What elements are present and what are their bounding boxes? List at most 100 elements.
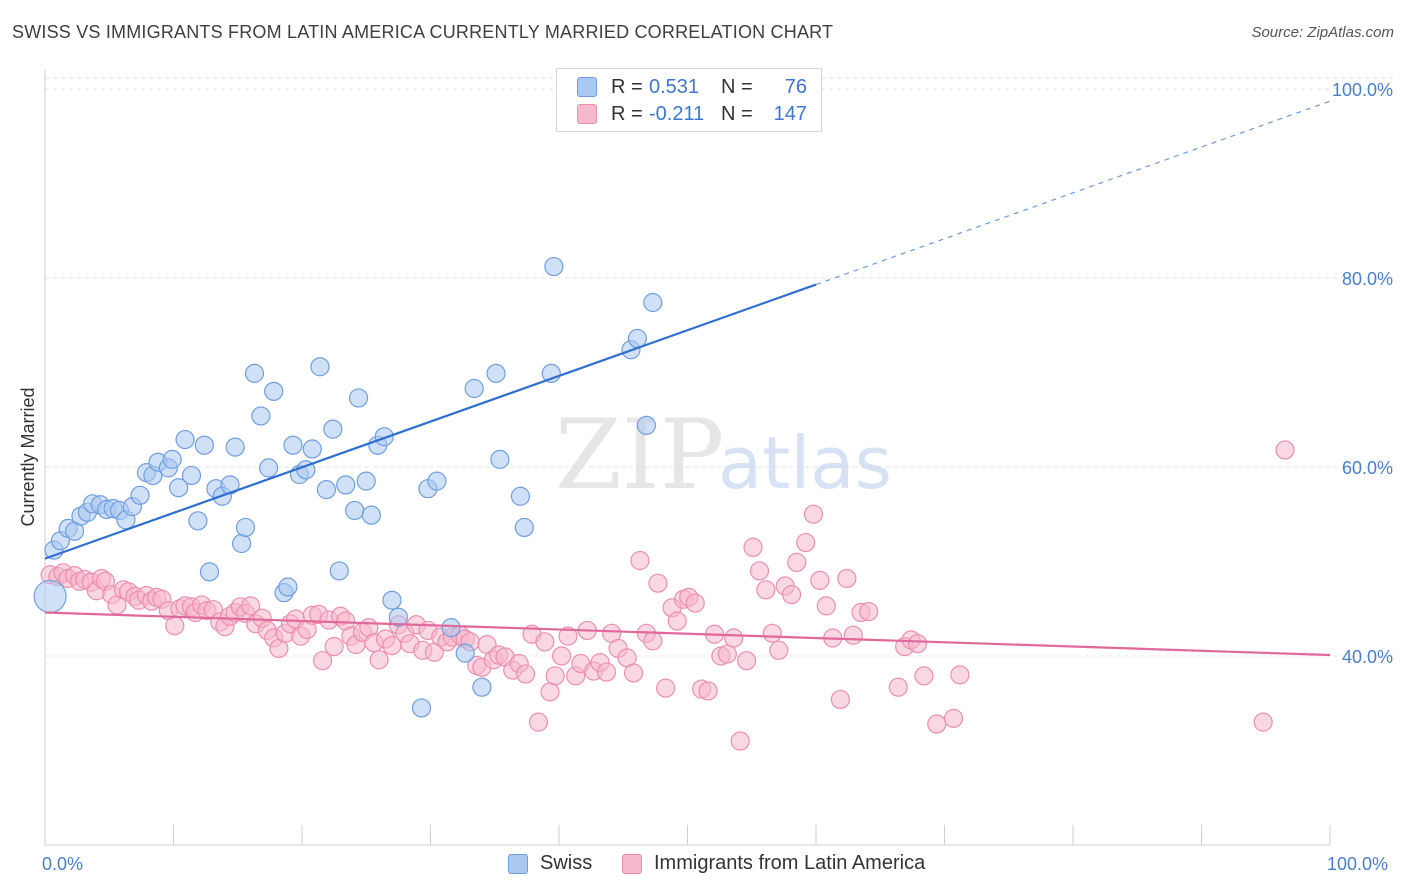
legend-n-value: 147 — [773, 102, 807, 125]
swiss-point — [316, 480, 337, 500]
swiss-swatch-icon — [508, 853, 528, 874]
swiss-point — [130, 485, 150, 505]
latin-point — [837, 568, 857, 589]
legend-row-swiss: R = 0.531 N = 76 — [577, 75, 807, 99]
swiss-point — [472, 677, 492, 697]
swiss-point — [251, 406, 271, 426]
legend-n-label: N = — [721, 75, 753, 98]
swiss-point — [374, 427, 394, 447]
swiss-point — [181, 465, 202, 486]
swiss-point — [323, 419, 343, 439]
legend-r-label: R = — [611, 102, 643, 125]
latin-point — [787, 552, 807, 573]
swiss-trend-line — [44, 283, 817, 560]
latin-point — [630, 550, 650, 571]
bottom-legend: Swiss Immigrants from Latin America — [0, 852, 1406, 878]
swiss-swatch-icon — [577, 77, 597, 97]
swiss-point — [356, 471, 376, 491]
latin-point — [1275, 440, 1295, 460]
latin-swatch-icon — [577, 104, 597, 124]
bottom-legend-swiss[interactable]: Swiss — [508, 852, 592, 875]
swiss-point — [464, 378, 484, 399]
swiss-point — [455, 643, 475, 663]
swiss-point — [510, 486, 531, 506]
latin-point — [950, 665, 970, 685]
latin-point — [241, 596, 261, 616]
latin-point — [781, 584, 802, 605]
swiss-point — [235, 517, 256, 538]
latin-point — [843, 625, 863, 645]
y-axis-label: Currently Married — [18, 387, 38, 526]
watermark-atlas: atlas — [718, 421, 892, 505]
legend: R = 0.531 N = 76 R = -0.211 N = 147 — [556, 68, 822, 132]
latin-point — [643, 631, 663, 651]
legend-r-value: -0.211 — [649, 102, 705, 125]
swiss-point — [411, 698, 432, 718]
bottom-legend-latin-label: Immigrants from Latin America — [654, 852, 926, 874]
latin-point — [165, 616, 185, 636]
latin-point — [698, 681, 718, 701]
latin-point — [810, 570, 830, 590]
swiss-point — [348, 388, 369, 408]
swiss-point — [486, 363, 506, 383]
latin-point — [796, 532, 816, 553]
swiss-trend-extension — [815, 100, 1331, 286]
legend-r-value: 0.531 — [649, 75, 700, 98]
bottom-legend-latin[interactable]: Immigrants from Latin America — [622, 852, 925, 875]
latin-point — [648, 573, 668, 593]
latin-point — [528, 712, 549, 732]
swiss-point — [194, 435, 214, 455]
latin-swatch-icon — [622, 853, 642, 874]
swiss-point — [388, 607, 408, 627]
swiss-point — [283, 435, 303, 455]
swiss-point — [33, 579, 67, 614]
latin-series-points — [40, 440, 1295, 751]
latin-point — [749, 561, 770, 581]
swiss-point — [329, 561, 349, 581]
swiss-point — [490, 449, 510, 469]
swiss-point — [310, 357, 330, 377]
latin-point — [803, 504, 824, 524]
latin-point — [737, 651, 757, 671]
swiss-point — [427, 471, 447, 491]
latin-point — [656, 678, 676, 698]
latin-point — [667, 611, 687, 631]
latin-point — [540, 682, 560, 702]
latin-point — [914, 666, 934, 686]
watermark-zip: ZIP — [555, 399, 724, 511]
swiss-point — [302, 439, 322, 459]
y-tick-label: 80.0% — [1342, 269, 1393, 289]
swiss-point — [544, 256, 564, 277]
latin-point — [324, 636, 344, 657]
latin-point — [596, 662, 617, 682]
latin-point — [1253, 712, 1273, 732]
chart-source: Source: ZipAtlas.com — [1251, 24, 1394, 41]
latin-point — [515, 664, 536, 684]
latin-point — [535, 632, 555, 652]
y-tick-label: 100.0% — [1332, 80, 1393, 100]
swiss-point — [643, 292, 663, 313]
latin-point — [623, 663, 644, 683]
swiss-point — [232, 533, 252, 554]
swiss-series-points — [33, 77, 737, 718]
swiss-point — [361, 505, 381, 525]
latin-point — [888, 677, 908, 697]
latin-point — [312, 651, 333, 671]
swiss-point — [382, 590, 402, 610]
legend-row-latin: R = -0.211 N = 147 — [577, 102, 807, 126]
latin-trend-line — [44, 611, 1331, 657]
latin-point — [730, 731, 750, 751]
latin-point — [830, 689, 851, 710]
latin-point — [927, 714, 947, 734]
latin-point — [907, 634, 928, 654]
latin-point — [685, 593, 705, 613]
y-tick-label: 60.0% — [1342, 458, 1393, 478]
latin-point — [545, 666, 565, 686]
swiss-point — [345, 500, 365, 521]
latin-point — [717, 644, 737, 664]
legend-n-label: N = — [721, 102, 753, 125]
latin-point — [816, 596, 836, 616]
latin-point — [743, 537, 763, 557]
y-tick-labels: 40.0% 60.0% 80.0% 100.0% — [1332, 80, 1393, 667]
latin-point — [724, 628, 744, 648]
